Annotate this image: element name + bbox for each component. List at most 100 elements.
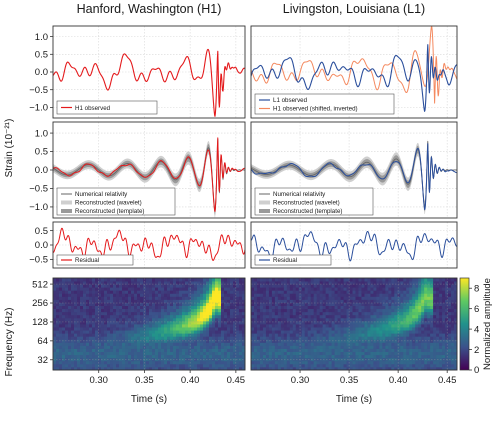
spectrogram-cell bbox=[251, 327, 255, 331]
spectrogram-cell bbox=[409, 281, 413, 285]
spectrogram-cell bbox=[203, 287, 207, 291]
spectrogram-cell bbox=[83, 278, 87, 282]
spectrogram-cell bbox=[421, 366, 425, 371]
spectrogram-cell bbox=[89, 366, 93, 371]
spectrogram-cell bbox=[448, 284, 452, 288]
spectrogram-cell bbox=[104, 317, 108, 322]
spectrogram-cell bbox=[224, 324, 228, 328]
spectrogram-cell bbox=[200, 339, 204, 343]
spectrogram-cell bbox=[409, 299, 413, 303]
spectrogram-cell bbox=[442, 302, 446, 306]
spectrogram-cell bbox=[101, 302, 105, 306]
spectrogram-cell bbox=[239, 284, 243, 288]
spectrogram-cell bbox=[251, 342, 255, 346]
spectrogram-cell bbox=[92, 320, 96, 325]
spectrogram-cell bbox=[164, 290, 168, 294]
spectrogram-cell bbox=[370, 296, 374, 300]
spectrogram-cell bbox=[337, 324, 341, 328]
spectrogram-cell bbox=[391, 299, 395, 303]
spectrogram-cell bbox=[227, 281, 231, 285]
spectrogram-cell bbox=[149, 342, 153, 346]
spectrogram-cell bbox=[161, 324, 165, 328]
spectrogram-cell bbox=[251, 278, 255, 282]
spectrogram-cell bbox=[376, 336, 380, 340]
spectrogram-cell bbox=[206, 281, 210, 285]
spectrogram-cell bbox=[415, 278, 419, 282]
spectrogram-cell bbox=[125, 333, 129, 337]
spectrogram-cell bbox=[322, 314, 327, 319]
x-tick-label: 0.30 bbox=[291, 375, 310, 386]
spectrogram-cell bbox=[256, 324, 261, 328]
spectrogram-cell bbox=[418, 287, 422, 291]
spectrogram-cell bbox=[397, 327, 401, 331]
spectrogram-cell bbox=[427, 281, 431, 285]
spectrogram-cell bbox=[173, 360, 177, 365]
spectrogram-cell bbox=[179, 330, 183, 334]
spectrogram-cell bbox=[71, 278, 75, 282]
spectrogram-cell bbox=[334, 299, 338, 303]
spectrogram-cell bbox=[122, 336, 126, 340]
spectrogram-cell bbox=[337, 363, 341, 368]
spectrogram-cell bbox=[316, 357, 321, 362]
spectrogram-cell bbox=[349, 317, 353, 322]
spectrogram-cell bbox=[71, 314, 75, 319]
spectrogram-cell bbox=[80, 293, 84, 297]
spectrogram-cell bbox=[182, 308, 186, 313]
spectrogram-cell bbox=[176, 354, 180, 359]
spectrogram-cell bbox=[331, 314, 335, 319]
spectrogram-cell bbox=[445, 314, 449, 319]
spectrogram-cell bbox=[119, 296, 123, 300]
spectrogram-cell bbox=[242, 348, 246, 352]
spectrogram-cell bbox=[352, 360, 356, 365]
spectrogram-cell bbox=[122, 330, 126, 334]
spectrogram-cell bbox=[382, 287, 386, 291]
spectrogram-cell bbox=[367, 354, 371, 359]
spectrogram-cell bbox=[104, 330, 108, 334]
spectrogram-cell bbox=[448, 278, 452, 282]
spectrogram-cell bbox=[406, 290, 410, 294]
spectrogram-cell bbox=[95, 336, 99, 340]
spectrogram-cell bbox=[170, 311, 174, 316]
spectrogram-cell bbox=[424, 311, 428, 316]
spectrogram-cell bbox=[433, 305, 437, 310]
spectrogram-cell bbox=[382, 278, 386, 282]
spectrogram-cell bbox=[221, 339, 225, 343]
spectrogram-cell bbox=[307, 360, 312, 365]
spectrogram-cell bbox=[107, 317, 111, 322]
spectrogram-cell bbox=[298, 299, 303, 303]
spectrogram-cell bbox=[191, 317, 195, 322]
spectrogram-cell bbox=[364, 327, 368, 331]
spectrogram-cell bbox=[337, 345, 341, 349]
spectrogram-cell bbox=[212, 363, 216, 368]
spectrogram-cell bbox=[200, 305, 204, 310]
spectrogram-cell bbox=[200, 320, 204, 325]
spectrogram-cell bbox=[74, 336, 78, 340]
spectrogram-cell bbox=[134, 366, 138, 371]
spectrogram-cell bbox=[304, 311, 309, 316]
spectrogram-cell bbox=[209, 336, 213, 340]
spectrogram-cell bbox=[337, 333, 341, 337]
spectrogram-cell bbox=[170, 317, 174, 322]
spectrogram-cell bbox=[268, 299, 273, 303]
spectrogram-cell bbox=[400, 302, 404, 306]
spectrogram-cell bbox=[230, 290, 234, 294]
spectrogram-cell bbox=[185, 366, 189, 371]
spectrogram-cell bbox=[274, 287, 279, 291]
spectrogram-cell bbox=[68, 333, 72, 337]
spectrogram-cell bbox=[182, 299, 186, 303]
spectrogram-cell bbox=[56, 327, 60, 331]
spectrogram-cell bbox=[197, 336, 201, 340]
spectrogram-cell bbox=[122, 308, 126, 313]
spectrogram-cell bbox=[143, 366, 147, 371]
legend: Numerical relativity Reconstructed (wave… bbox=[56, 187, 176, 216]
spectrogram-cell bbox=[445, 299, 449, 303]
y-tick-label: 0.5 bbox=[35, 50, 48, 61]
spectrogram-cell bbox=[355, 311, 359, 316]
spectrogram-cell bbox=[131, 278, 135, 282]
spectrogram-cell bbox=[242, 339, 246, 343]
spectrogram-cell bbox=[403, 333, 407, 337]
spectrogram-cell bbox=[421, 308, 425, 313]
spectrogram-cell bbox=[56, 284, 60, 288]
spectrogram-cell bbox=[421, 360, 425, 365]
